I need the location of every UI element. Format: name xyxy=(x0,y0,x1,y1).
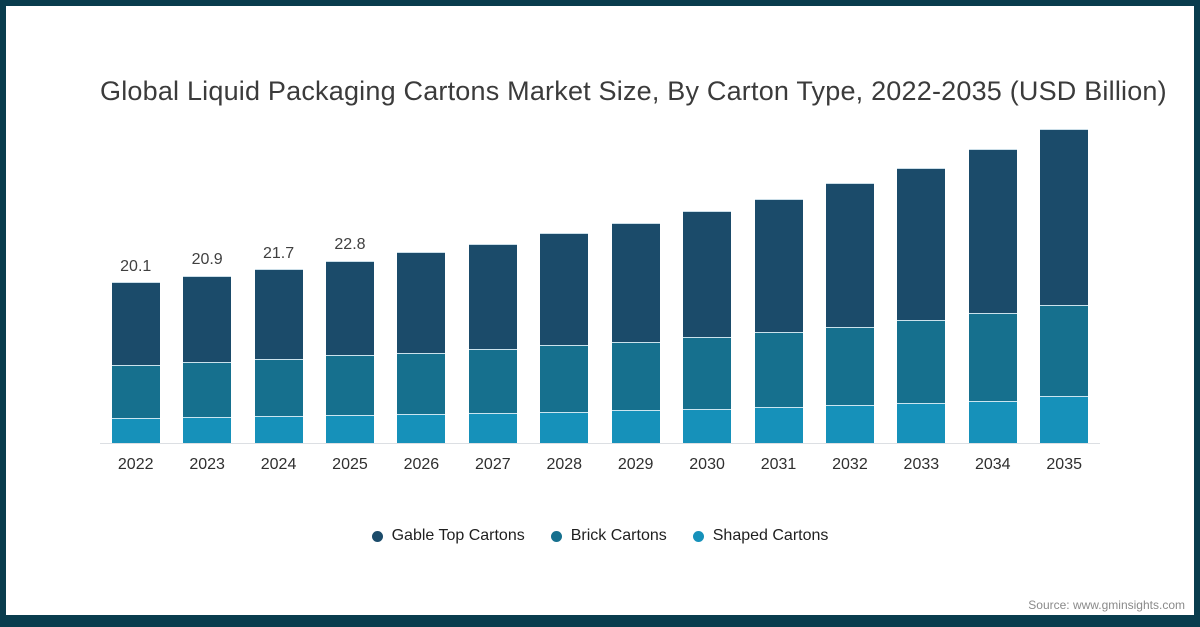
bar-segment-gable-top-cartons xyxy=(897,167,946,320)
legend-item-gable-top-cartons: Gable Top Cartons xyxy=(371,527,525,545)
bar-segment-shaped-cartons xyxy=(325,415,374,443)
bar-column-2032 xyxy=(814,106,885,443)
bar-segment-shaped-cartons xyxy=(897,403,946,443)
x-axis-label: 2035 xyxy=(1046,456,1082,473)
bar-segment-shaped-cartons xyxy=(397,414,446,443)
x-axis-label: 2031 xyxy=(760,456,797,473)
bar-segment-shaped-cartons xyxy=(683,408,732,443)
chart-title: Global Liquid Packaging Cartons Market S… xyxy=(100,76,1167,106)
bar-total-label: 20.9 xyxy=(191,251,223,269)
bar-segment-gable-top-cartons xyxy=(611,223,660,343)
bar-segment-gable-top-cartons xyxy=(1040,129,1089,305)
bar-segment-shaped-cartons xyxy=(968,400,1017,443)
source-attribution: Source: www.gminsights.com xyxy=(1028,598,1185,612)
legend-color-dot xyxy=(550,530,562,542)
x-axis-label: 2033 xyxy=(903,456,940,473)
legend-item-shaped-cartons: Shaped Cartons xyxy=(692,527,829,545)
bar-segment-gable-top-cartons xyxy=(754,199,803,332)
x-axis-label: 2027 xyxy=(475,456,511,473)
bar-segment-brick-cartons xyxy=(397,352,446,415)
x-axis-label: 2030 xyxy=(689,456,725,473)
bar-column-2033 xyxy=(886,106,957,443)
plot-area: 20.1 20.9 21.7 22.8 xyxy=(100,106,1100,443)
x-axis-label: 2023 xyxy=(189,456,225,473)
bar-segment-gable-top-cartons xyxy=(111,282,160,365)
x-axis-line xyxy=(100,443,1100,444)
bar-column-2028 xyxy=(529,106,600,443)
bar-segment-brick-cartons xyxy=(754,331,803,407)
bar-segment-brick-cartons xyxy=(183,362,232,418)
bar-column-2034 xyxy=(957,106,1028,443)
bar-segment-gable-top-cartons xyxy=(540,232,589,345)
bar-column-2023: 20.9 xyxy=(171,106,242,443)
bar-segment-brick-cartons xyxy=(254,359,303,416)
x-axis-label: 2028 xyxy=(546,456,583,473)
bar-segment-brick-cartons xyxy=(611,342,660,411)
bar-segment-shaped-cartons xyxy=(183,417,232,443)
x-axis-label: 2024 xyxy=(260,456,297,473)
bar-segment-shaped-cartons xyxy=(754,407,803,443)
legend-color-dot xyxy=(692,530,704,542)
bar-segment-gable-top-cartons xyxy=(254,269,303,360)
bar-total-label: 21.7 xyxy=(262,244,295,262)
bar-segment-gable-top-cartons xyxy=(825,183,874,328)
bar-segment-shaped-cartons xyxy=(254,415,303,443)
legend: Gable Top Cartons Brick Cartons Shaped Car… xyxy=(6,527,1194,545)
bar-column-2031 xyxy=(743,106,814,443)
legend-label: Gable Top Cartons xyxy=(391,527,525,544)
bar-segment-shaped-cartons xyxy=(825,404,874,443)
bar-column-2024: 21.7 xyxy=(243,106,314,443)
bar-segment-brick-cartons xyxy=(468,349,517,414)
legend-color-dot xyxy=(371,530,383,542)
bar-segment-brick-cartons xyxy=(1040,304,1089,396)
bar-segment-gable-top-cartons xyxy=(968,148,1017,313)
bar-segment-gable-top-cartons xyxy=(397,251,446,353)
bar-segment-shaped-cartons xyxy=(611,410,660,443)
bar-segment-shaped-cartons xyxy=(540,411,589,443)
bar-segment-brick-cartons xyxy=(683,336,732,409)
bar-segment-brick-cartons xyxy=(897,319,946,403)
bar-segment-gable-top-cartons xyxy=(468,243,517,350)
bar-segment-gable-top-cartons xyxy=(183,275,232,363)
x-axis-label: 2026 xyxy=(403,456,440,473)
bar-segment-gable-top-cartons xyxy=(683,211,732,337)
x-axis-label: 2025 xyxy=(332,456,368,473)
bar-column-2029 xyxy=(600,106,671,443)
x-axis-labels: 2022 2023 2024 2025 2026 2027 2028 2029 2030 2031… xyxy=(100,456,1100,474)
bar-segment-shaped-cartons xyxy=(468,413,517,443)
bar-segment-gable-top-cartons xyxy=(325,260,374,355)
bar-column-2022: 20.1 xyxy=(100,106,171,443)
bar-total-label: 20.1 xyxy=(120,257,152,275)
bar-segment-brick-cartons xyxy=(825,327,874,405)
legend-label: Brick Cartons xyxy=(570,527,667,544)
bar-total-label: 22.8 xyxy=(334,236,366,254)
bar-column-2030 xyxy=(671,106,742,443)
x-axis-label: 2022 xyxy=(117,456,154,473)
x-axis-label: 2029 xyxy=(617,456,654,473)
bar-segment-brick-cartons xyxy=(111,364,160,419)
legend-label: Shaped Cartons xyxy=(712,527,829,544)
x-axis-label: 2032 xyxy=(832,456,868,473)
bar-segment-brick-cartons xyxy=(540,344,589,412)
x-axis-label: 2034 xyxy=(974,456,1011,473)
bar-segment-brick-cartons xyxy=(968,312,1017,401)
legend-item-brick-cartons: Brick Cartons xyxy=(550,527,667,545)
bar-column-2035 xyxy=(1028,106,1099,443)
bar-segment-shaped-cartons xyxy=(1040,395,1089,443)
bar-column-2025: 22.8 xyxy=(314,106,385,443)
bar-column-2026 xyxy=(386,106,457,443)
bar-segment-brick-cartons xyxy=(325,355,374,415)
bar-segment-shaped-cartons xyxy=(111,418,160,443)
bar-column-2027 xyxy=(457,106,528,443)
